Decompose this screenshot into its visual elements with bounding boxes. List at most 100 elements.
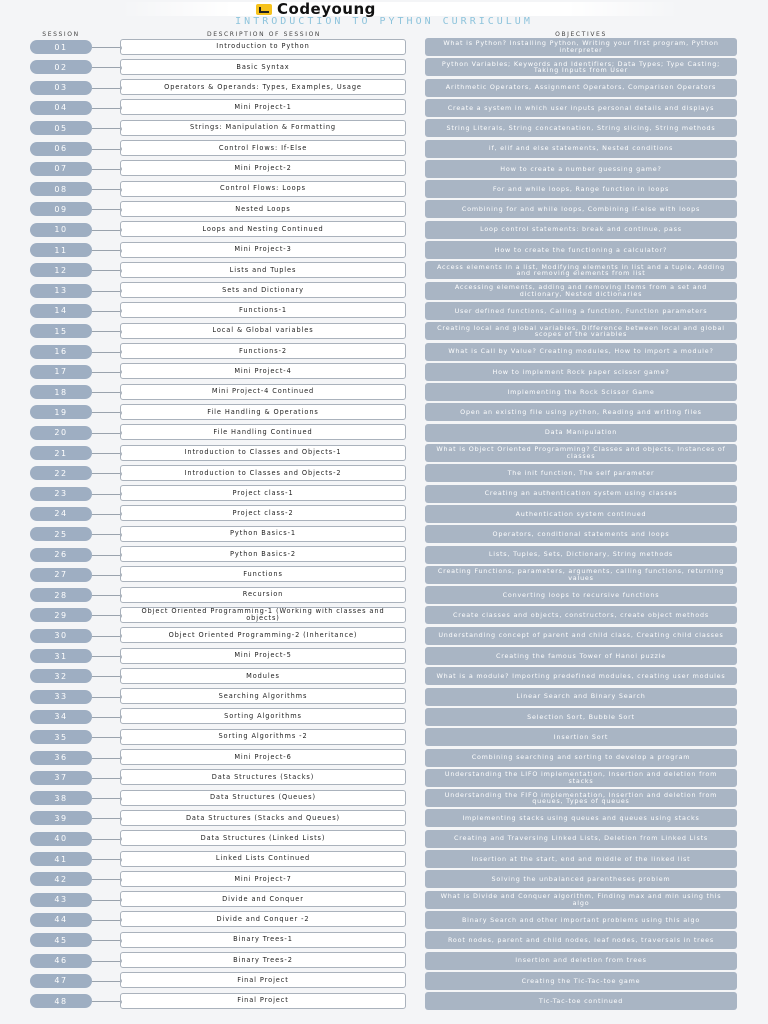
session-number-badge: 34 <box>30 709 92 724</box>
session-objectives: Creating an authentication system using … <box>425 484 737 503</box>
row-connector-line <box>92 371 120 373</box>
session-row: 24 Project class-2 Authentication system c… <box>0 504 768 524</box>
session-objectives: What is Python? Installing Python, Writi… <box>425 38 737 56</box>
session-number-badge: 33 <box>30 689 92 704</box>
session-row: 04 Mini Project-1 Create a system in which… <box>0 98 768 118</box>
session-row: 25 Python Basics-1 Operators, conditional … <box>0 524 768 544</box>
session-row: 20 File Handling Continued Data Manipulati… <box>0 423 768 443</box>
session-objectives: Data Manipulation <box>425 423 737 442</box>
session-objectives: Creating Functions, parameters, argument… <box>425 565 737 584</box>
column-header-objectives: OBJECTIVES <box>555 31 607 38</box>
row-connector-line <box>92 737 120 739</box>
session-row: 07 Mini Project-2 How to create a number g… <box>0 159 768 179</box>
session-objectives: Understanding concept of parent and chil… <box>425 626 737 645</box>
session-objectives: Accessing elements, adding and removing … <box>425 281 737 300</box>
session-objectives: if, elif and else statements, Nested con… <box>425 139 737 158</box>
session-description: Divide and Conquer <box>120 891 406 908</box>
session-description: Data Structures (Stacks) <box>120 769 406 786</box>
column-header-description: DESCRIPTION OF SESSION <box>207 31 321 38</box>
row-connector-line <box>92 940 120 942</box>
session-description: Strings: Manipulation & Formatting <box>120 119 406 136</box>
session-description: Binary Trees-2 <box>120 952 406 968</box>
session-number-badge: 32 <box>30 669 92 684</box>
row-connector-line <box>92 392 120 394</box>
session-description: Basic Syntax <box>120 58 406 75</box>
session-row: 01 Introduction to Python What is Python? … <box>0 37 768 57</box>
session-number-badge: 03 <box>30 80 92 95</box>
session-description: Mini Project-6 <box>120 749 406 765</box>
session-objectives: Arithmetic Operators, Assignment Operato… <box>425 78 737 97</box>
row-connector-line <box>92 595 120 597</box>
session-objectives: User defined functions, Calling a functi… <box>425 301 737 320</box>
session-row: 31 Mini Project-5 Creating the famous Towe… <box>0 646 768 666</box>
session-number-badge: 48 <box>30 994 92 1009</box>
session-description: Object Oriented Programming-2 (Inheritan… <box>120 627 406 644</box>
session-objectives: Creating the Tic-Tac-toe game <box>425 971 737 990</box>
session-objectives: Creating local and global variables, Dif… <box>425 322 737 341</box>
session-number-badge: 01 <box>30 40 92 54</box>
session-objectives: Creating and Traversing Linked Lists, De… <box>425 829 737 848</box>
session-number-badge: 29 <box>30 608 92 623</box>
session-description: Operators & Operands: Types, Examples, U… <box>120 79 406 96</box>
session-objectives: Lists, Tuples, Sets, Dictionary, String … <box>425 545 737 564</box>
session-row: 45 Binary Trees-1 Root nodes, parent and c… <box>0 930 768 950</box>
session-row: 29 Object Oriented Programming-1 (Working… <box>0 605 768 625</box>
session-row: 17 Mini Project-4 How to implement Rock pa… <box>0 362 768 382</box>
session-objectives: Insertion Sort <box>425 728 737 747</box>
session-row: 03 Operators & Operands: Types, Examples,… <box>0 78 768 98</box>
session-objectives: Combining for and while loops, Combining… <box>425 200 737 219</box>
session-objectives: Linear Search and Binary Search <box>425 687 737 706</box>
session-description: Project class-1 <box>120 485 406 502</box>
session-row: 33 Searching Algorithms Linear Search and … <box>0 687 768 707</box>
session-row: 06 Control Flows: If-Else if, elif and els… <box>0 139 768 159</box>
session-row: 21 Introduction to Classes and Objects-1 W… <box>0 443 768 463</box>
session-number-badge: 22 <box>30 466 92 481</box>
row-connector-line <box>92 554 120 556</box>
row-connector-line <box>92 1001 120 1003</box>
session-description: File Handling Continued <box>120 424 406 441</box>
session-number-badge: 45 <box>30 933 92 948</box>
row-connector-line <box>92 432 120 434</box>
session-objectives: Insertion and deletion from trees <box>425 951 737 970</box>
session-objectives: What is Divide and Conquer algorithm, Fi… <box>425 890 737 909</box>
row-connector-line <box>92 574 120 576</box>
row-connector-line <box>92 351 120 353</box>
session-objectives: Operators, conditional statements and lo… <box>425 525 737 544</box>
session-number-badge: 16 <box>30 344 92 359</box>
session-description: Divide and Conquer -2 <box>120 911 406 928</box>
session-row: 36 Mini Project-6 Combining searching and … <box>0 748 768 768</box>
session-description: Recursion <box>120 586 406 603</box>
session-number-badge: 46 <box>30 953 92 968</box>
session-row: 42 Mini Project-7 Solving the unbalanced p… <box>0 869 768 889</box>
row-connector-line <box>92 513 120 515</box>
session-row: 28 Recursion Converting loops to recursive… <box>0 585 768 605</box>
session-number-badge: 05 <box>30 121 92 136</box>
row-connector-line <box>92 899 120 901</box>
brand-bar <box>120 2 680 16</box>
row-connector-line <box>92 980 120 982</box>
session-objectives: How to create a number guessing game? <box>425 159 737 178</box>
session-number-badge: 23 <box>30 486 92 501</box>
session-number-badge: 27 <box>30 567 92 582</box>
session-row: 15 Local & Global variables Creating local… <box>0 321 768 341</box>
session-objectives: Implementing the Rock Scissor Game <box>425 383 737 402</box>
session-number-badge: 17 <box>30 364 92 379</box>
row-connector-line <box>92 148 120 150</box>
session-objectives: Converting loops to recursive functions <box>425 586 737 605</box>
session-row: 34 Sorting Algorithms Selection Sort, Bubb… <box>0 707 768 727</box>
session-description: Final Project <box>120 992 406 1009</box>
session-row: 37 Data Structures (Stacks) Understanding … <box>0 768 768 788</box>
page-title: INTRODUCTION TO PYTHON CURRICULUM <box>235 16 533 27</box>
session-number-badge: 24 <box>30 506 92 521</box>
session-description: Sets and Dictionary <box>120 282 406 299</box>
session-row: 48 Final Project Tic-Tac-toe continued <box>0 991 768 1011</box>
row-connector-line <box>92 229 120 231</box>
session-description: Nested Loops <box>120 200 406 217</box>
session-number-badge: 43 <box>30 892 92 907</box>
session-objectives: Loop control statements: break and conti… <box>425 220 737 239</box>
session-number-badge: 11 <box>30 243 92 257</box>
row-connector-line <box>92 453 120 454</box>
session-number-badge: 19 <box>30 405 92 420</box>
session-description: Functions <box>120 566 406 583</box>
session-objectives: Open an existing file using python, Read… <box>425 403 737 422</box>
